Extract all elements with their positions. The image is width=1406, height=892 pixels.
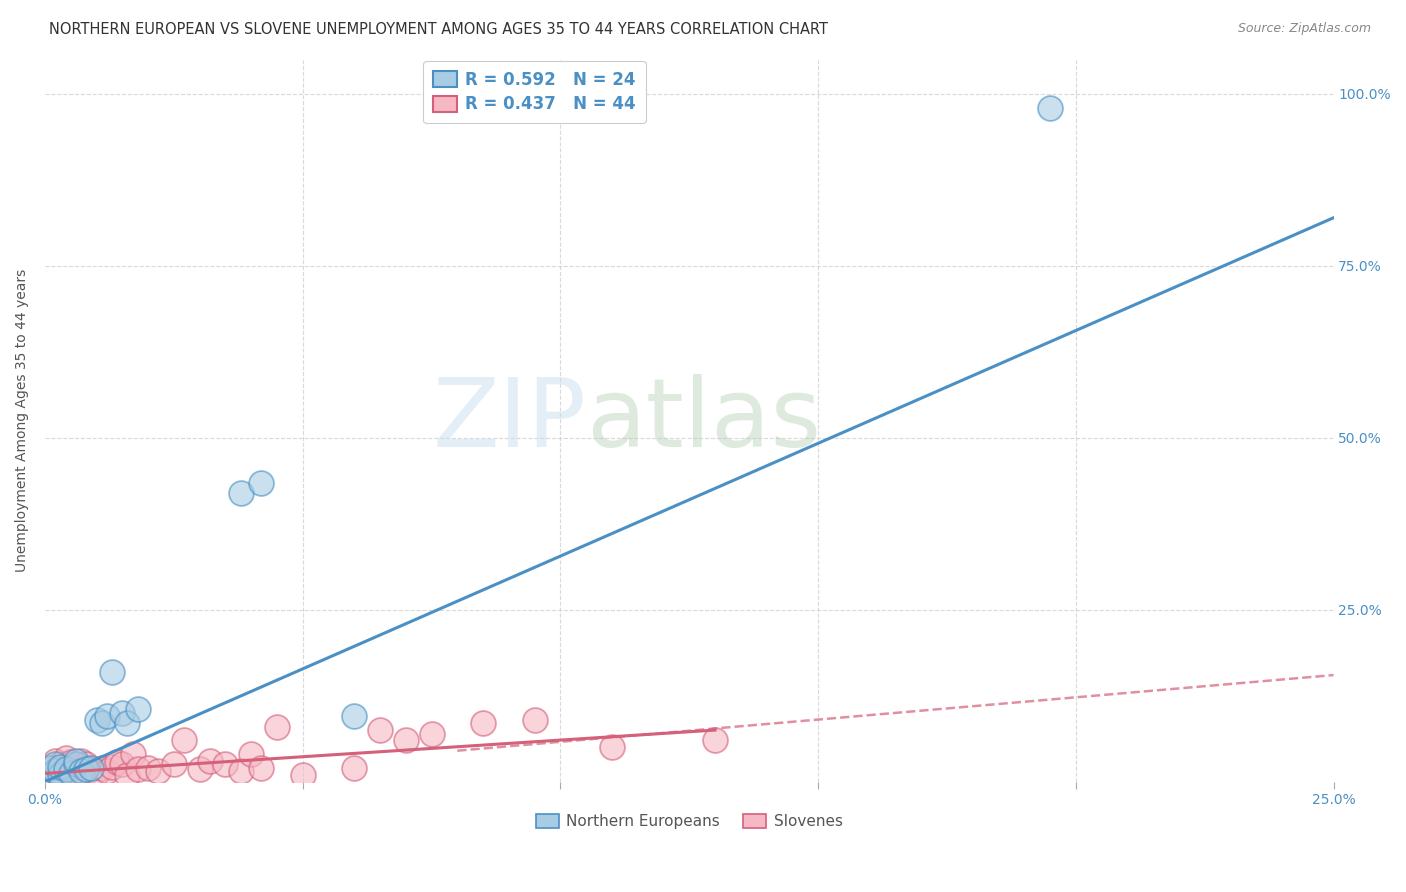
Point: [80, 761, 103, 775]
Y-axis label: Unemployment Among Ages 35 to 44 years: Unemployment Among Ages 35 to 44 years: [15, 269, 30, 573]
Point: [86, 713, 108, 727]
Point: [75, 757, 97, 772]
Point: [80, 762, 103, 776]
Point: [148, 764, 170, 779]
Point: [229, 486, 252, 500]
Text: Source: ZipAtlas.com: Source: ZipAtlas.com: [1237, 22, 1371, 36]
Point: [523, 713, 546, 727]
Point: [214, 757, 236, 772]
Point: [240, 747, 263, 761]
Point: [163, 757, 186, 772]
Point: [90, 761, 112, 775]
Point: [65, 757, 87, 772]
Point: [136, 761, 159, 775]
Point: [420, 726, 443, 740]
Point: [86, 766, 108, 780]
Point: [343, 761, 366, 775]
Point: [96, 709, 118, 723]
Point: [65, 764, 87, 779]
Text: NORTHERN EUROPEAN VS SLOVENE UNEMPLOYMENT AMONG AGES 35 TO 44 YEARS CORRELATION : NORTHERN EUROPEAN VS SLOVENE UNEMPLOYMEN…: [49, 22, 828, 37]
Point: [55, 761, 77, 775]
Point: [44, 764, 66, 779]
Point: [39, 768, 62, 782]
Point: [65, 754, 87, 768]
Point: [117, 716, 139, 731]
Point: [343, 709, 366, 723]
Point: [368, 723, 391, 737]
Point: [250, 761, 273, 775]
Point: [96, 764, 118, 779]
Point: [49, 759, 72, 773]
Point: [188, 762, 211, 776]
Point: [229, 764, 252, 779]
Point: [39, 761, 62, 775]
Point: [39, 761, 62, 775]
Point: [105, 756, 128, 770]
Point: [101, 759, 124, 773]
Point: [173, 733, 195, 747]
Point: [127, 762, 149, 776]
Point: [472, 716, 495, 731]
Point: [75, 762, 97, 776]
Point: [1039, 101, 1062, 115]
Point: [70, 754, 93, 768]
Legend: Northern Europeans, Slovenes: Northern Europeans, Slovenes: [530, 808, 849, 836]
Point: [55, 762, 77, 776]
Point: [65, 759, 87, 773]
Point: [121, 747, 143, 761]
Point: [395, 733, 418, 747]
Point: [600, 740, 623, 755]
Point: [59, 766, 82, 780]
Point: [198, 754, 221, 768]
Point: [55, 750, 77, 764]
Point: [49, 757, 72, 772]
Point: [101, 665, 124, 679]
Point: [49, 768, 72, 782]
Point: [266, 720, 288, 734]
Point: [127, 702, 149, 716]
Point: [39, 769, 62, 783]
Point: [44, 764, 66, 779]
Point: [44, 757, 66, 772]
Point: [90, 716, 112, 731]
Text: ZIP: ZIP: [432, 374, 586, 467]
Point: [704, 733, 727, 747]
Point: [70, 764, 93, 779]
Point: [250, 475, 273, 490]
Point: [111, 757, 134, 772]
Point: [44, 754, 66, 768]
Point: [111, 706, 134, 720]
Point: [49, 766, 72, 780]
Text: atlas: atlas: [586, 374, 821, 467]
Point: [59, 762, 82, 776]
Point: [291, 768, 314, 782]
Point: [59, 756, 82, 770]
Point: [117, 768, 139, 782]
